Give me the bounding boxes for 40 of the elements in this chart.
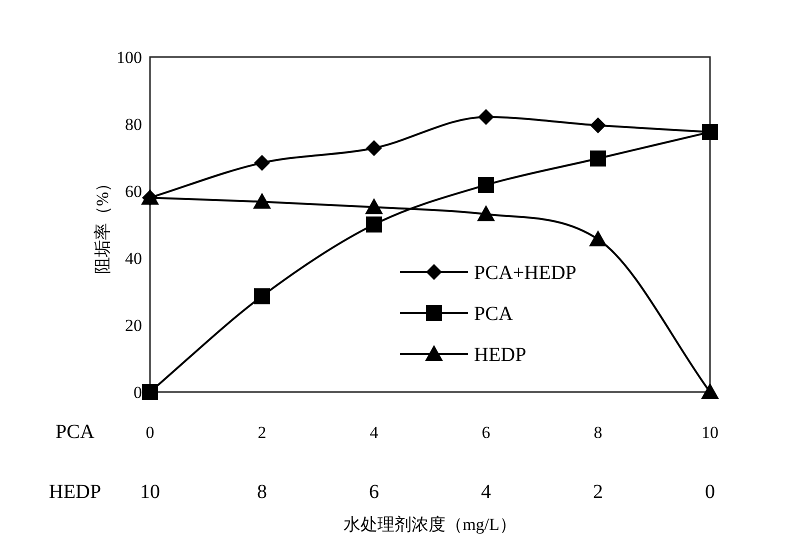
legend-label: PCA+HEDP bbox=[474, 262, 576, 284]
legend-label: HEDP bbox=[474, 344, 526, 366]
x-tick-label: 2 bbox=[258, 423, 266, 442]
point bbox=[478, 176, 494, 193]
point bbox=[365, 198, 383, 214]
point bbox=[590, 150, 606, 167]
point bbox=[701, 383, 719, 399]
text: HEDP bbox=[48, 481, 102, 503]
text: PCA bbox=[56, 421, 96, 443]
x-tick-label: 4 bbox=[370, 423, 379, 442]
point bbox=[478, 108, 494, 125]
point bbox=[366, 216, 382, 232]
y-axis-title: 阻垢率（%） bbox=[93, 174, 112, 274]
legend-label: PCA bbox=[474, 303, 514, 325]
x2-tick-label: 4 bbox=[481, 481, 491, 503]
point bbox=[142, 384, 158, 400]
point bbox=[477, 205, 495, 222]
y-tick-label: 80 bbox=[125, 115, 142, 134]
point bbox=[254, 288, 270, 304]
x-tick-label: 10 bbox=[702, 423, 718, 442]
x-tick-label: 8 bbox=[594, 423, 602, 442]
point bbox=[254, 154, 270, 171]
x2-tick-label: 0 bbox=[705, 481, 715, 503]
x-axis-title: 水处理剂浓度（mg/L） bbox=[344, 515, 516, 534]
y-tick-label: 20 bbox=[125, 316, 142, 335]
point bbox=[590, 117, 606, 134]
y-tick-label: 100 bbox=[116, 48, 142, 67]
x2-tick-label: 8 bbox=[257, 481, 267, 503]
point bbox=[702, 124, 718, 140]
point bbox=[253, 192, 271, 209]
point bbox=[589, 230, 607, 246]
x2-tick-label: 6 bbox=[369, 481, 379, 503]
x-tick-label: 6 bbox=[482, 423, 490, 442]
point bbox=[366, 140, 382, 156]
y-tick-label: 40 bbox=[125, 249, 142, 268]
y-tick-label: 0 bbox=[134, 383, 142, 402]
y-tick-label: 60 bbox=[125, 182, 142, 201]
x2-tick-label: 10 bbox=[140, 481, 160, 503]
x2-tick-label: 2 bbox=[593, 481, 603, 503]
x-tick-label: 0 bbox=[146, 423, 154, 442]
